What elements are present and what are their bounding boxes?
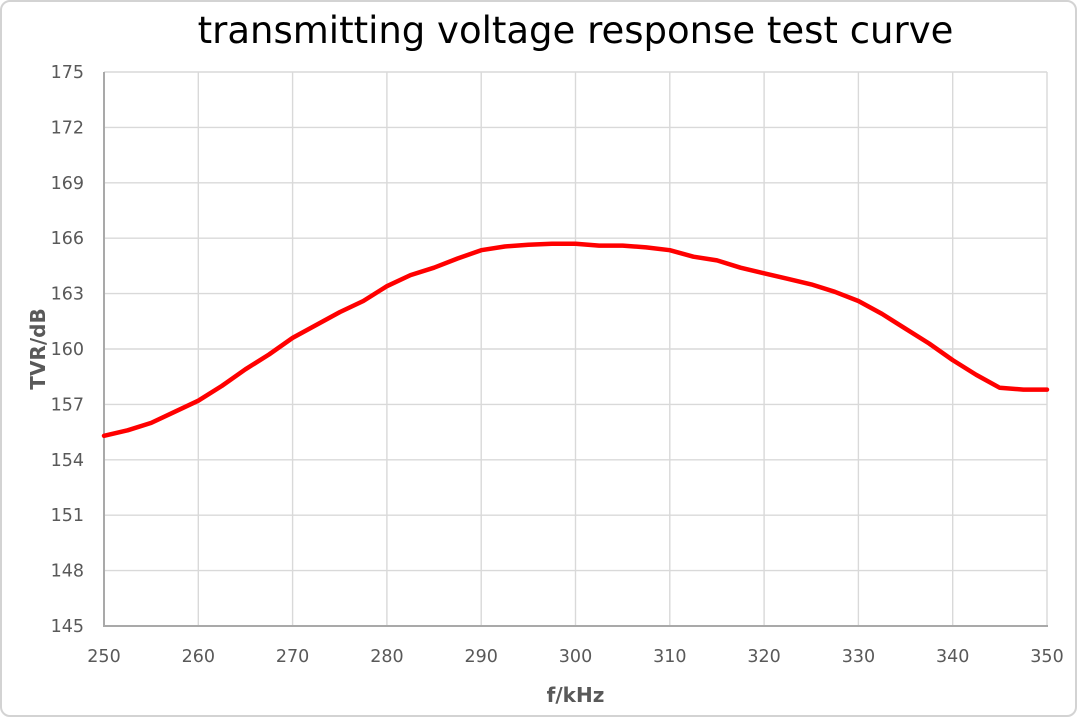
- y-tick-label: 145: [51, 617, 84, 637]
- x-tick-label: 310: [653, 647, 686, 667]
- y-axis-title: TVR/dB: [26, 308, 50, 390]
- x-tick-label: 300: [559, 647, 592, 667]
- x-tick-label: 330: [842, 647, 875, 667]
- x-tick-label: 270: [276, 647, 309, 667]
- y-tick-label: 169: [51, 174, 84, 194]
- y-tick-label: 157: [51, 395, 84, 415]
- y-tick-label: 175: [51, 63, 84, 83]
- y-tick-label: 163: [51, 285, 84, 305]
- chart-title: transmitting voltage response test curve: [197, 9, 954, 52]
- x-tick-label: 350: [1030, 647, 1063, 667]
- x-tick-label: 290: [464, 647, 497, 667]
- x-tick-label: 260: [182, 647, 215, 667]
- y-tick-label: 172: [51, 118, 84, 138]
- x-tick-label: 250: [87, 647, 120, 667]
- y-tick-label: 148: [51, 562, 84, 582]
- y-tick-label: 154: [51, 451, 84, 471]
- y-tick-label: 151: [51, 506, 84, 526]
- x-axis-title: f/kHz: [546, 683, 605, 707]
- x-tick-label: 280: [370, 647, 403, 667]
- y-tick-label: 166: [51, 229, 84, 249]
- data-series-line: [101, 241, 1050, 439]
- x-tick-label: 340: [936, 647, 969, 667]
- x-tick-label: 320: [747, 647, 780, 667]
- y-tick-label: 160: [51, 340, 84, 360]
